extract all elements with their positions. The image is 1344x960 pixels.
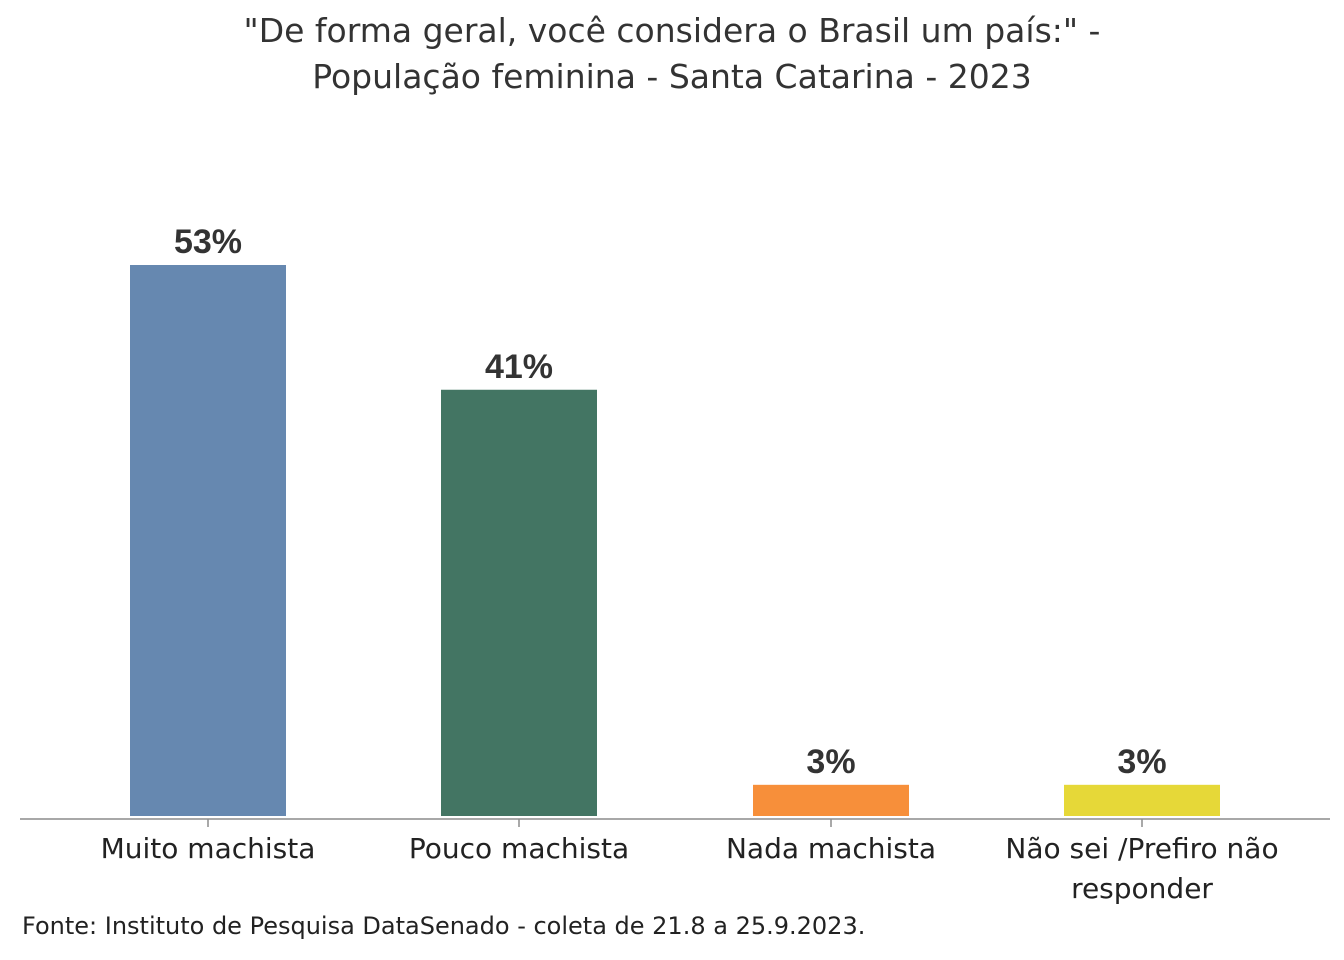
data-label-2: 41% xyxy=(485,348,553,386)
bar-1 xyxy=(130,265,286,816)
bar-3 xyxy=(753,784,909,816)
x-tick-label-4-line-2: responder xyxy=(1071,872,1213,905)
x-tick-label-3: Nada machista xyxy=(726,832,936,865)
chart-title-line-2: População feminina - Santa Catarina - 20… xyxy=(312,57,1032,96)
chart-title: "De forma geral, você considera o Brasil… xyxy=(0,8,1344,100)
data-label-4: 3% xyxy=(1117,743,1166,781)
bar-4 xyxy=(1064,784,1220,816)
chart-title-line-1: "De forma geral, você considera o Brasil… xyxy=(243,11,1101,50)
data-label-1: 53% xyxy=(174,223,242,261)
x-tick-label-2: Pouco machista xyxy=(409,832,629,865)
bar-2 xyxy=(441,389,597,816)
source-note: Fonte: Instituto de Pesquisa DataSenado … xyxy=(22,912,866,940)
x-tick-label-4-line-1: Não sei /Prefiro não xyxy=(1005,832,1278,865)
data-label-3: 3% xyxy=(806,743,855,781)
x-tick-label-1: Muito machista xyxy=(101,832,316,865)
